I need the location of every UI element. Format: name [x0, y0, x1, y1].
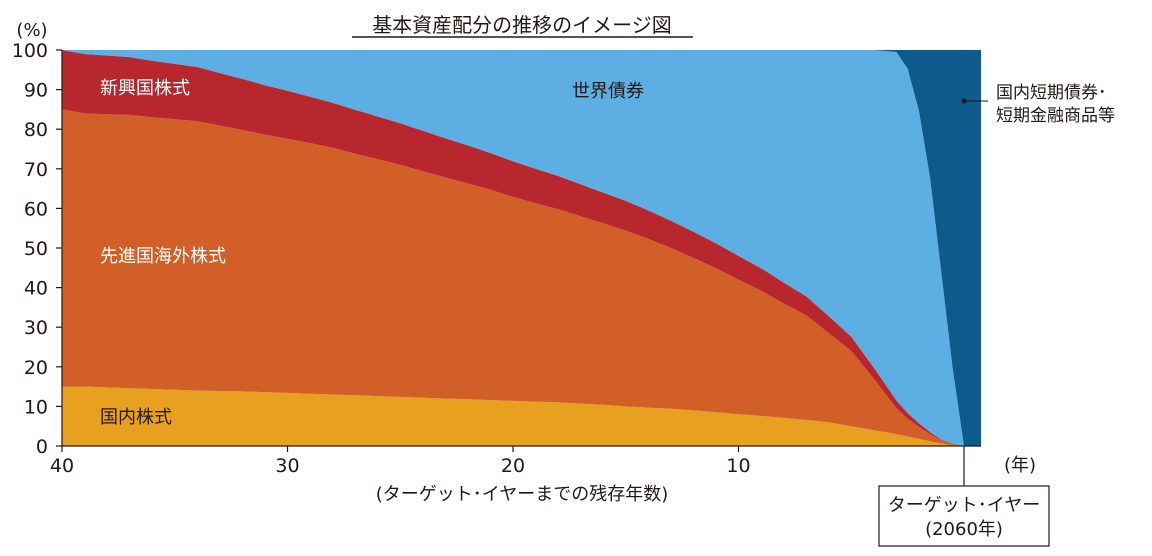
x-axis-title: (ターゲット･イヤーまでの残存年数) [376, 484, 669, 505]
y-tick-label-7: 70 [24, 159, 48, 181]
series-label-domestic-equity: 国内株式 [100, 407, 172, 428]
x-unit-label: (年) [1004, 455, 1036, 476]
x-ticks: 40 30 20 10 [50, 446, 751, 477]
series-label-short-term-1: 国内短期債券･ [996, 83, 1107, 103]
y-tick-label-5: 50 [24, 238, 48, 260]
y-tick-label-10: 100 [12, 40, 48, 62]
target-year-line-1: ターゲット･イヤー [888, 495, 1040, 516]
y-unit-label: (%) [16, 20, 47, 41]
stacked-areas [62, 50, 981, 447]
area-series-0 [62, 386, 981, 446]
target-year-line-2: (2060年) [925, 519, 1003, 540]
y-tick-label-8: 80 [24, 119, 48, 141]
y-tick-label-4: 40 [24, 278, 48, 300]
y-tick-label-0: 0 [36, 436, 48, 458]
y-tick-label-2: 20 [24, 357, 48, 379]
x-tick-label-2: 20 [501, 455, 525, 477]
series-label-emerging: 新興国株式 [100, 78, 190, 99]
y-tick-label-1: 10 [24, 396, 48, 418]
series-label-developed: 先進国海外株式 [100, 246, 226, 267]
x-tick-label-3: 10 [726, 455, 750, 477]
y-tick-label-9: 90 [24, 80, 48, 102]
series-label-world-bonds: 世界債券 [572, 81, 644, 102]
area-series-1 [62, 109, 981, 447]
y-tick-label-6: 60 [24, 198, 48, 220]
x-tick-label-1: 30 [275, 455, 299, 477]
y-ticks: 0 10 20 30 40 50 60 70 80 90 100 [12, 40, 62, 458]
y-tick-label-3: 30 [24, 317, 48, 339]
series-label-short-term-2: 短期金融商品等 [996, 106, 1115, 126]
area-series-2 [62, 50, 981, 446]
chart-title: 基本資産配分の推移のイメージ図 [372, 13, 672, 37]
area-series-3 [62, 50, 981, 446]
x-tick-label-0: 40 [50, 455, 74, 477]
target-year-box [878, 485, 1050, 547]
